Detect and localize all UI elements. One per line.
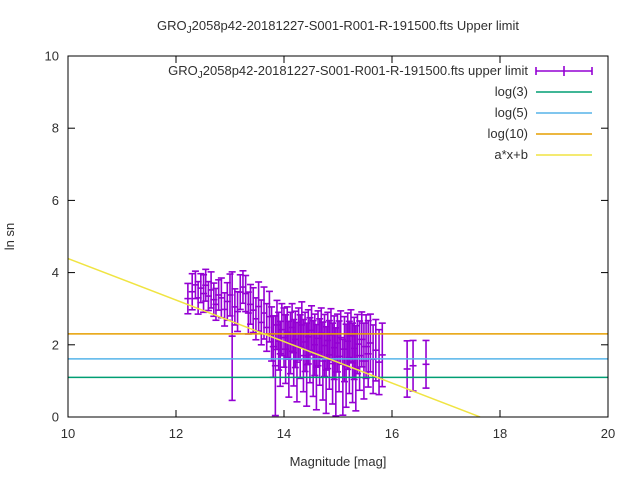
plot-border — [67, 55, 609, 418]
legend-label: log(3) — [495, 84, 528, 99]
x-tick-label: 14 — [277, 426, 291, 441]
x-tick-label: 16 — [385, 426, 399, 441]
x-tick-label: 10 — [61, 426, 75, 441]
y-tick-label: 8 — [52, 121, 59, 136]
y-tick-label: 6 — [52, 193, 59, 208]
legend-label: log(10) — [488, 126, 528, 141]
x-tick-label: 18 — [493, 426, 507, 441]
x-tick-label: 12 — [169, 426, 183, 441]
x-axis-label: Magnitude [mag] — [290, 454, 387, 469]
legend-sample-errorbar — [535, 66, 593, 76]
y-tick-label: 0 — [52, 410, 59, 425]
y-tick-label: 2 — [52, 337, 59, 352]
x-tick-label: 20 — [601, 426, 615, 441]
legend-label: GROJ2058p42-20181227-S001-R001-R-191500.… — [168, 63, 528, 81]
fit-line — [67, 257, 481, 418]
errorbar-series — [184, 268, 430, 417]
chart-title: GROJ2058p42-20181227-S001-R001-R-191500.… — [157, 18, 519, 36]
legend-label: a*x+b — [494, 147, 528, 162]
legend-label: log(5) — [495, 105, 528, 120]
y-axis-label: ln sn — [2, 223, 17, 250]
y-tick-label: 10 — [45, 49, 59, 64]
y-tick-label: 4 — [52, 265, 59, 280]
